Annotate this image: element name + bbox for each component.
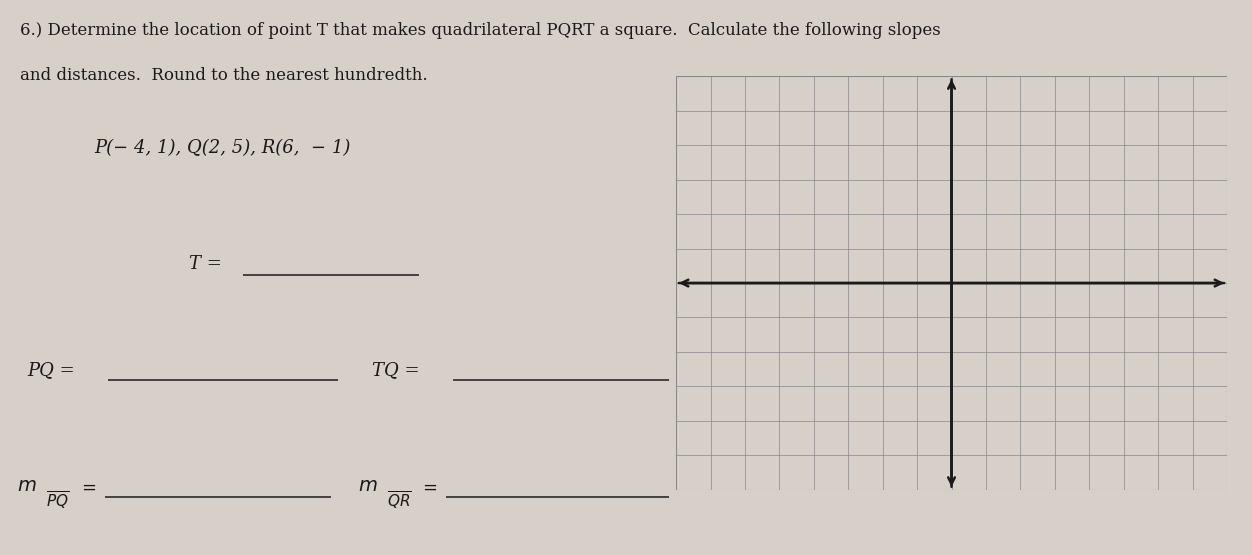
Text: 6.) Determine the location of point T that makes quadrilateral PQRT a square.  C: 6.) Determine the location of point T th… bbox=[20, 22, 942, 39]
Text: $=$: $=$ bbox=[78, 477, 96, 495]
Text: T =: T = bbox=[189, 255, 222, 273]
Text: $\overline{QR}$: $\overline{QR}$ bbox=[387, 490, 412, 512]
Text: and distances.  Round to the nearest hundredth.: and distances. Round to the nearest hund… bbox=[20, 67, 428, 84]
Text: $\overline{PQ}$: $\overline{PQ}$ bbox=[46, 490, 69, 512]
Text: $=$: $=$ bbox=[419, 477, 438, 495]
Text: $m$: $m$ bbox=[358, 477, 378, 495]
Text: TQ =: TQ = bbox=[372, 361, 419, 379]
Text: $m$: $m$ bbox=[18, 477, 36, 495]
Text: PQ =: PQ = bbox=[28, 361, 75, 379]
Text: P(− 4, 1), Q(2, 5), R(6,  − 1): P(− 4, 1), Q(2, 5), R(6, − 1) bbox=[95, 139, 351, 157]
